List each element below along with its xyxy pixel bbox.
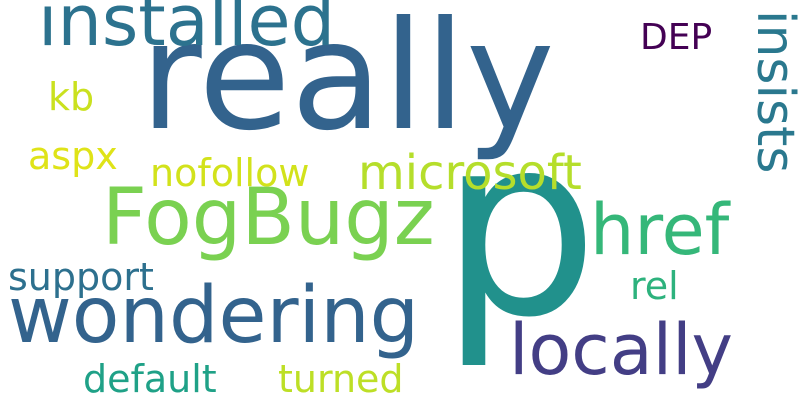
- word-aspx: aspx: [28, 134, 118, 178]
- word-href: href: [590, 189, 730, 271]
- word-fogbugz: FogBugz: [102, 173, 435, 263]
- word-default: default: [83, 357, 217, 400]
- word-support: support: [8, 255, 154, 299]
- word-microsoft: microsoft: [358, 145, 582, 201]
- word-rel: rel: [630, 264, 679, 308]
- word-kb: kb: [48, 75, 95, 119]
- word-dep: DEP: [640, 17, 713, 58]
- word-locally: locally: [509, 309, 733, 391]
- word-installed: installed: [38, 0, 336, 62]
- word-really: really: [140, 0, 555, 164]
- word-wondering: wondering: [8, 271, 420, 361]
- word-p: p: [440, 81, 599, 372]
- word-insists: insists: [745, 10, 800, 174]
- word-nofollow: nofollow: [150, 151, 310, 195]
- word-turned: turned: [278, 357, 404, 400]
